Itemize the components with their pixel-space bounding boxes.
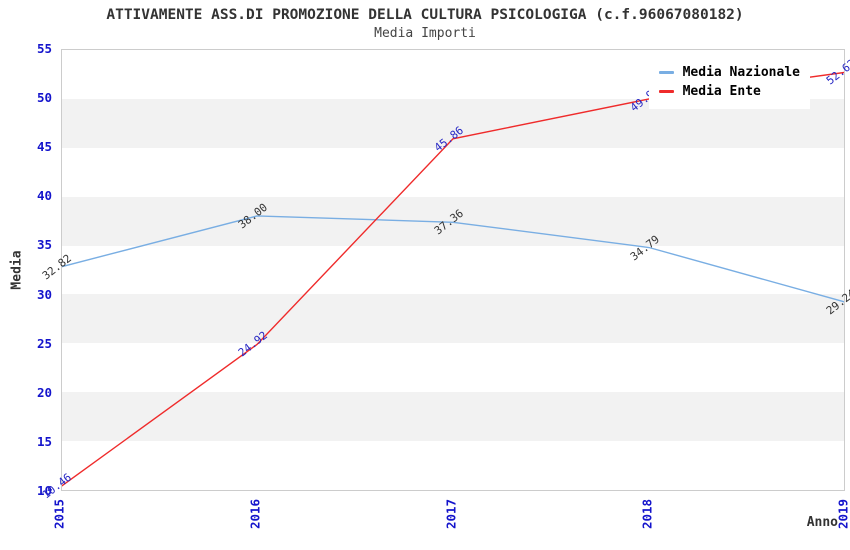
y-tick-label: 45	[36, 139, 52, 155]
legend-label: Media Nazionale	[682, 65, 800, 80]
band	[62, 294, 844, 344]
band	[62, 245, 844, 295]
legend-line-marker	[658, 71, 674, 74]
y-tick-label: 30	[36, 286, 52, 302]
y-axis-title: Media	[9, 250, 25, 290]
x-axis-title: Anno	[806, 515, 838, 530]
x-tick-label: 2015	[51, 498, 67, 530]
plot-area	[61, 49, 845, 491]
band	[62, 147, 844, 197]
band	[62, 441, 844, 490]
band	[62, 196, 844, 246]
y-tick-label: 40	[36, 188, 52, 204]
chart-title: ATTIVAMENTE ASS.DI PROMOZIONE DELLA CULT…	[106, 7, 744, 23]
y-tick-label: 50	[36, 90, 52, 106]
y-tick-label: 15	[36, 433, 52, 449]
y-tick-label: 20	[36, 384, 52, 400]
band	[62, 392, 844, 442]
x-tick-label: 2018	[639, 498, 655, 530]
legend-line-marker	[658, 90, 674, 93]
band	[62, 343, 844, 393]
chart-subtitle: Media Importi	[374, 26, 476, 41]
legend-row: Media Nazionale	[658, 63, 800, 82]
y-tick-label: 10	[36, 483, 52, 498]
series-lines	[62, 71, 844, 487]
y-tick-label: 55	[36, 41, 52, 56]
y-tick-label: 35	[36, 237, 52, 253]
x-tick-label: 2017	[443, 498, 459, 530]
x-tick-label: 2016	[247, 498, 263, 530]
legend: Media Nazionale Media Ente	[648, 57, 810, 109]
series-line	[62, 215, 844, 303]
legend-row: Media Ente	[658, 82, 800, 101]
y-tick-label: 25	[36, 335, 52, 351]
legend-label: Media Ente	[682, 84, 761, 99]
